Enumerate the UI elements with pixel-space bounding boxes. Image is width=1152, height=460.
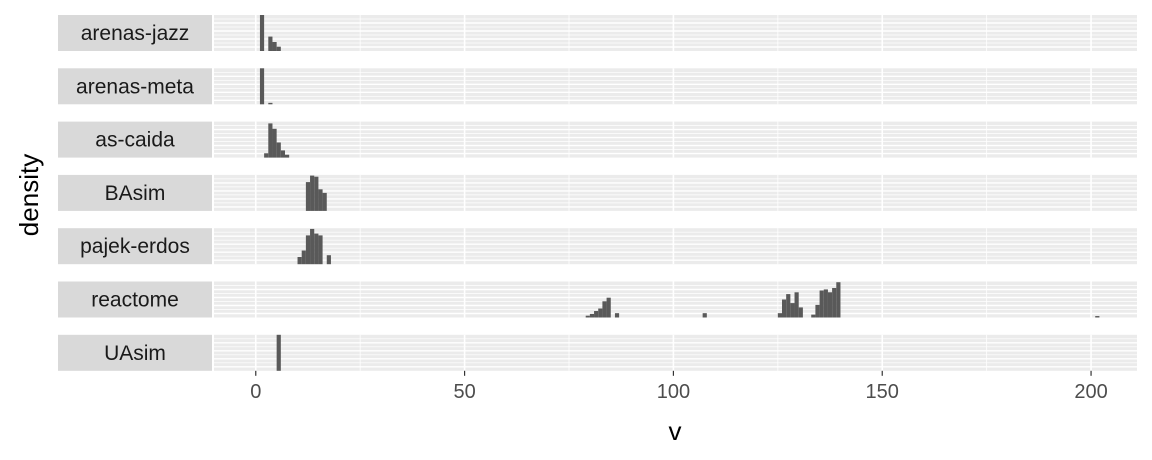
facet-strip bbox=[58, 228, 212, 265]
x-tick-label: 0 bbox=[250, 381, 261, 403]
histogram-bar bbox=[606, 297, 611, 318]
facet-panel: UAsim bbox=[58, 334, 1137, 371]
histogram-bar bbox=[268, 102, 273, 105]
panel-background bbox=[214, 68, 1137, 105]
histogram-bar bbox=[318, 235, 323, 265]
histogram-bar bbox=[832, 287, 837, 318]
histogram-bar bbox=[811, 314, 816, 318]
x-tick-label: 50 bbox=[453, 381, 475, 403]
facet-panel: pajek-erdos bbox=[58, 228, 1137, 265]
histogram-bar bbox=[598, 308, 603, 318]
facet-strip bbox=[58, 334, 212, 371]
histogram-bar bbox=[305, 182, 311, 211]
panel-background bbox=[214, 334, 1137, 371]
histogram-bar bbox=[823, 289, 828, 318]
histogram-bar bbox=[836, 282, 841, 318]
histogram-bar bbox=[310, 228, 315, 265]
facet-panel: arenas-meta bbox=[58, 68, 1137, 105]
histogram-bar bbox=[798, 307, 803, 318]
histogram-bar bbox=[819, 290, 824, 318]
histogram-bar bbox=[702, 313, 707, 318]
histogram-bar bbox=[614, 313, 620, 318]
facet-strip bbox=[58, 281, 212, 318]
histogram-bar bbox=[314, 233, 319, 265]
facet-strip bbox=[58, 15, 212, 51]
facet-panel: reactome bbox=[58, 281, 1137, 318]
facet-label: pajek-erdos bbox=[80, 235, 190, 258]
histogram-bar bbox=[310, 175, 315, 211]
panel-background bbox=[214, 121, 1137, 158]
histogram-bar bbox=[322, 192, 327, 211]
histogram-bar bbox=[259, 68, 265, 105]
histogram-bar bbox=[326, 255, 331, 265]
facet-strip bbox=[58, 121, 212, 158]
y-axis-title: density bbox=[14, 154, 44, 236]
histogram-bar bbox=[827, 292, 833, 318]
facet-strip bbox=[58, 174, 212, 211]
histogram-bar bbox=[280, 150, 285, 158]
histogram-bar bbox=[297, 257, 302, 265]
histogram-bar bbox=[264, 153, 269, 158]
facet-label: BAsim bbox=[105, 182, 166, 205]
histogram-bar bbox=[276, 46, 281, 51]
x-tick-label: 200 bbox=[1074, 381, 1107, 403]
histogram-bar bbox=[285, 154, 290, 158]
facet-strip bbox=[58, 68, 212, 105]
histogram-bar bbox=[276, 142, 281, 158]
panel-background bbox=[214, 228, 1137, 265]
facet-panel: BAsim bbox=[58, 174, 1137, 211]
panel-background bbox=[214, 174, 1137, 211]
histogram-bar bbox=[585, 315, 590, 318]
facet-label: UAsim bbox=[104, 342, 166, 365]
histogram-bar bbox=[794, 292, 799, 318]
histogram-bar bbox=[602, 301, 607, 318]
histogram-bar bbox=[272, 42, 277, 51]
x-tick-label: 100 bbox=[657, 381, 690, 403]
histogram-bar bbox=[268, 123, 273, 158]
x-axis-title: v bbox=[669, 416, 682, 446]
x-tick-label: 150 bbox=[866, 381, 899, 403]
x-axis: 0 50 100 150 200 bbox=[250, 370, 1108, 403]
histogram-bar bbox=[815, 304, 820, 318]
panel-background bbox=[214, 281, 1137, 318]
histogram-bar bbox=[272, 128, 277, 158]
histogram-bar bbox=[314, 176, 319, 211]
facet-label: arenas-meta bbox=[76, 75, 194, 98]
facet-panel: arenas-jazz bbox=[58, 15, 1137, 51]
histogram-bar bbox=[790, 303, 795, 318]
panel-background bbox=[214, 15, 1137, 51]
facet-label: as-caida bbox=[95, 129, 175, 152]
histogram-bar bbox=[305, 235, 311, 265]
histogram-bar bbox=[301, 250, 306, 265]
histogram-bar bbox=[782, 299, 787, 318]
facet-panel: as-caida bbox=[58, 121, 1137, 158]
histogram-bar bbox=[1095, 316, 1100, 318]
histogram-bar bbox=[276, 334, 281, 371]
facet-panels: arenas-jazz arenas-meta as-caida BAsim pajek… bbox=[58, 15, 1137, 371]
histogram-bar bbox=[268, 36, 273, 51]
histogram-bar bbox=[786, 294, 791, 318]
histogram-bar bbox=[318, 189, 323, 211]
histogram-bar bbox=[259, 15, 265, 51]
histogram-bar bbox=[594, 311, 599, 318]
facet-label: reactome bbox=[91, 289, 179, 312]
facet-label: arenas-jazz bbox=[81, 22, 190, 45]
histogram-bar bbox=[589, 313, 595, 318]
histogram-bar bbox=[777, 313, 782, 318]
